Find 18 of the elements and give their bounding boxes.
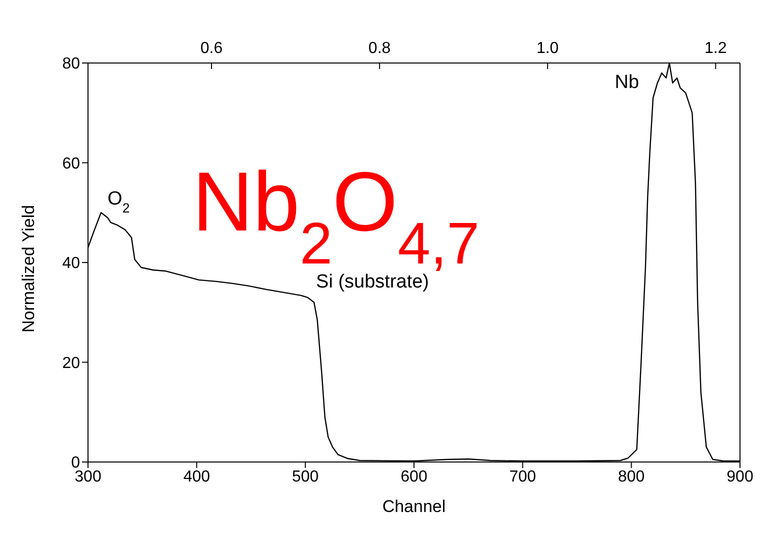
x2-tick-label: 0.6 [200, 40, 223, 57]
y-tick-label: 80 [62, 56, 80, 73]
x-tick-label: 900 [726, 468, 754, 486]
x-tick-label: 700 [509, 468, 536, 486]
x-tick-label: 800 [618, 468, 645, 486]
annotation: Nb [614, 72, 640, 93]
y-axis-title: Normalized Yield [19, 204, 38, 332]
annotation: O$_{2}$ [108, 188, 130, 216]
x2-tick-label: 1.2 [704, 40, 727, 57]
x-tick-label: 600 [400, 468, 428, 486]
x-tick-label: 400 [183, 468, 210, 486]
x-tick-label: 500 [292, 468, 319, 486]
y-tick-label: 60 [62, 155, 80, 172]
x2-tick-label: 1.0 [536, 40, 559, 57]
y-tick-label: 40 [62, 255, 80, 272]
x2-tick-label: 0.8 [368, 40, 391, 57]
x-axis-title: Channel [382, 497, 446, 516]
y-tick-label: 20 [62, 354, 80, 372]
